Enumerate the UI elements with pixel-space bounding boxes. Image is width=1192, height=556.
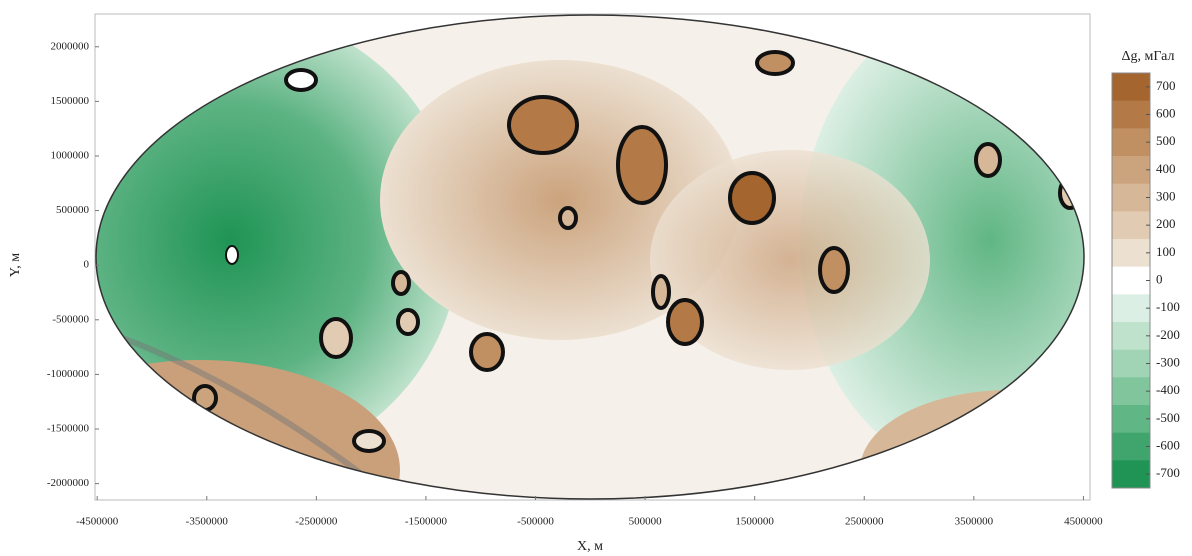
colorbar-band — [1112, 322, 1150, 350]
x-tick-label: 2500000 — [845, 516, 884, 528]
colorbar-band — [1112, 460, 1150, 488]
chart: X, м Y, м Δg, мГал -4500000 -3500000 -2500… — [0, 0, 1192, 556]
y-tick-label: -1500000 — [47, 423, 90, 435]
colorbar-label: -700 — [1156, 465, 1180, 480]
colorbar-label: -500 — [1156, 410, 1180, 425]
colorbar-label: 600 — [1156, 105, 1176, 120]
y-tick-label: 1500000 — [51, 95, 90, 107]
y-tick-label: 0 — [84, 259, 90, 271]
x-tick-label: -3500000 — [186, 516, 229, 528]
colorbar-band — [1112, 405, 1150, 433]
colorbar-band — [1112, 73, 1150, 101]
colorbar-band — [1112, 433, 1150, 461]
colorbar-label: -600 — [1156, 437, 1180, 452]
x-axis-title: X, м — [577, 539, 603, 554]
colorbar-band — [1112, 128, 1150, 156]
colorbar-label: 700 — [1156, 78, 1176, 93]
colorbar-label: 200 — [1156, 216, 1176, 231]
gravity-map — [0, 0, 1180, 556]
colorbar-band — [1112, 350, 1150, 378]
colorbar-label: -200 — [1156, 327, 1180, 342]
y-tick-label: 1000000 — [51, 150, 90, 162]
colorbar-band — [1112, 239, 1150, 267]
y-tick-label: -2000000 — [47, 477, 90, 489]
x-tick-label: 3500000 — [955, 516, 994, 528]
y-tick-label: 2000000 — [51, 40, 90, 52]
colorbar-band — [1112, 156, 1150, 184]
colorbar-label: -100 — [1156, 299, 1180, 314]
colorbar-band — [1112, 377, 1150, 405]
x-tick-label: -4500000 — [76, 516, 119, 528]
colorbar-label: -300 — [1156, 354, 1180, 369]
colorbar-label: 0 — [1156, 271, 1163, 286]
colorbar-band — [1112, 101, 1150, 129]
x-tick-label: 500000 — [629, 516, 663, 528]
x-tick-label: 1500000 — [735, 516, 774, 528]
colorbar-label: 300 — [1156, 188, 1176, 203]
colorbar-label: 400 — [1156, 161, 1176, 176]
y-tick-label: -500000 — [52, 313, 89, 325]
colorbar-band — [1112, 184, 1150, 212]
x-tick-label: -1500000 — [405, 516, 448, 528]
x-tick-label: -2500000 — [295, 516, 338, 528]
colorbar-band — [1112, 294, 1150, 322]
x-tick-label: 4500000 — [1064, 516, 1103, 528]
y-axis-title: Y, м — [8, 253, 23, 277]
colorbar-label: 500 — [1156, 133, 1176, 148]
colorbar-label: 100 — [1156, 244, 1176, 259]
y-tick-label: -1000000 — [47, 368, 90, 380]
colorbar-title: Δg, мГал — [1122, 49, 1175, 64]
x-tick-label: -500000 — [517, 516, 554, 528]
colorbar-label: -400 — [1156, 382, 1180, 397]
colorbar-band — [1112, 267, 1150, 295]
colorbar-band — [1112, 211, 1150, 239]
y-tick-label: 500000 — [56, 204, 90, 216]
